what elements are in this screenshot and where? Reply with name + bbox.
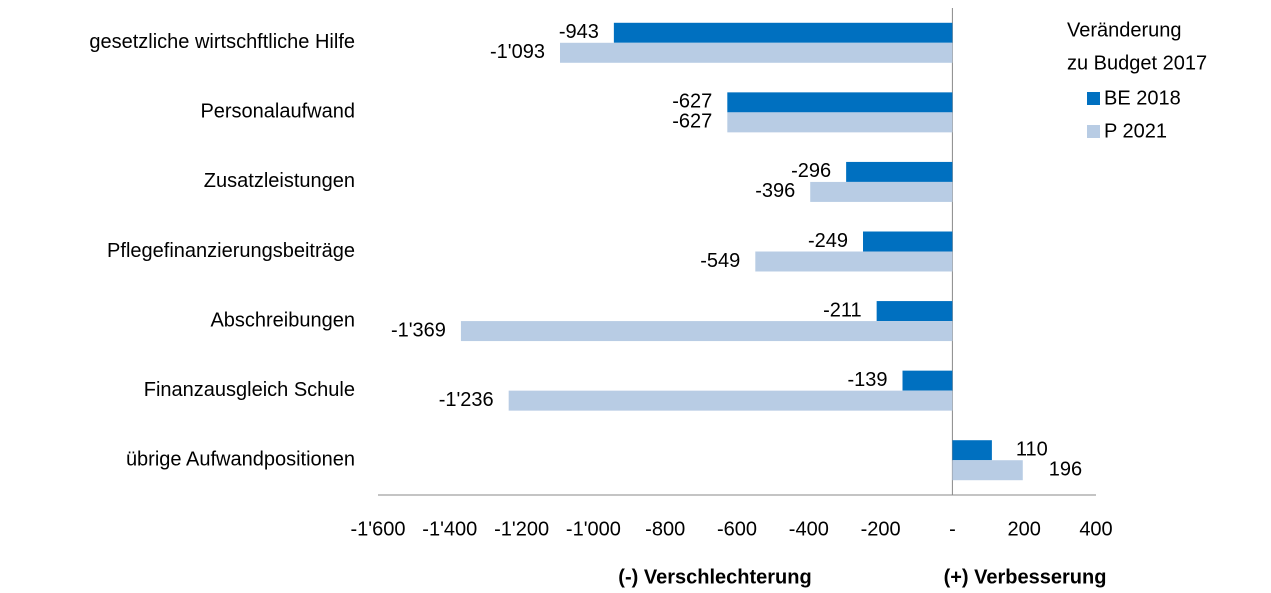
x-tick-label: -400 [789,518,829,540]
legend-label: BE 2018 [1104,87,1181,109]
data-label: -249 [808,230,848,252]
data-label: -211 [823,299,862,321]
bar [560,42,953,63]
y-tick-label: gesetzliche wirtschftliche Hilfe [89,31,355,53]
data-label: -139 [847,369,887,391]
data-label: 110 [1016,438,1048,460]
bar [727,112,953,133]
x-tick-label: -1'000 [566,518,621,540]
x-tick-label: -1'400 [422,518,477,540]
x-tick-label: -1'600 [351,518,406,540]
bar [952,440,992,461]
legend-swatch [1087,125,1100,138]
x-tick-label: -800 [645,518,685,540]
x-tick-label: -1'200 [494,518,549,540]
legend-title: zu Budget 2017 [1067,52,1207,74]
y-tick-label: übrige Aufwandpositionen [126,448,355,470]
bar [863,231,953,252]
data-label: -627 [672,111,712,133]
x-tick-label: - [949,518,956,540]
legend-label: P 2021 [1104,120,1167,142]
data-label: -396 [755,180,795,202]
legend-swatch [1087,92,1100,105]
x-tick-label: 400 [1079,518,1112,540]
data-label: -627 [672,91,712,113]
data-label: -1'093 [490,41,545,63]
x-tick-label: -600 [717,518,757,540]
bar [727,92,953,113]
y-tick-label: Abschreibungen [210,309,355,331]
bar [902,370,953,391]
y-tick-label: Personalaufwand [200,101,355,123]
data-label: -943 [559,21,599,43]
bar [508,390,953,411]
x-tick-label: -200 [861,518,901,540]
bar [952,460,1023,481]
y-tick-label: Zusatzleistungen [204,170,355,192]
data-label: -549 [700,250,740,272]
data-label: -1'236 [439,389,494,411]
legend-title: Veränderung [1067,19,1182,41]
x-tick-label: 200 [1008,518,1041,540]
y-tick-label: Finanzausgleich Schule [144,379,355,401]
data-label: 196 [1049,458,1082,480]
y-tick-label: Pflegefinanzierungsbeiträge [107,240,355,262]
bar [876,301,953,322]
data-label: -1'369 [391,319,446,341]
bar [460,321,953,342]
annotation: (-) Verschlechterung [618,566,811,588]
data-label: -296 [791,160,831,182]
bar [846,161,953,182]
bar [810,181,953,202]
bar [613,22,953,43]
bar [755,251,953,272]
annotation: (+) Verbesserung [944,566,1107,588]
